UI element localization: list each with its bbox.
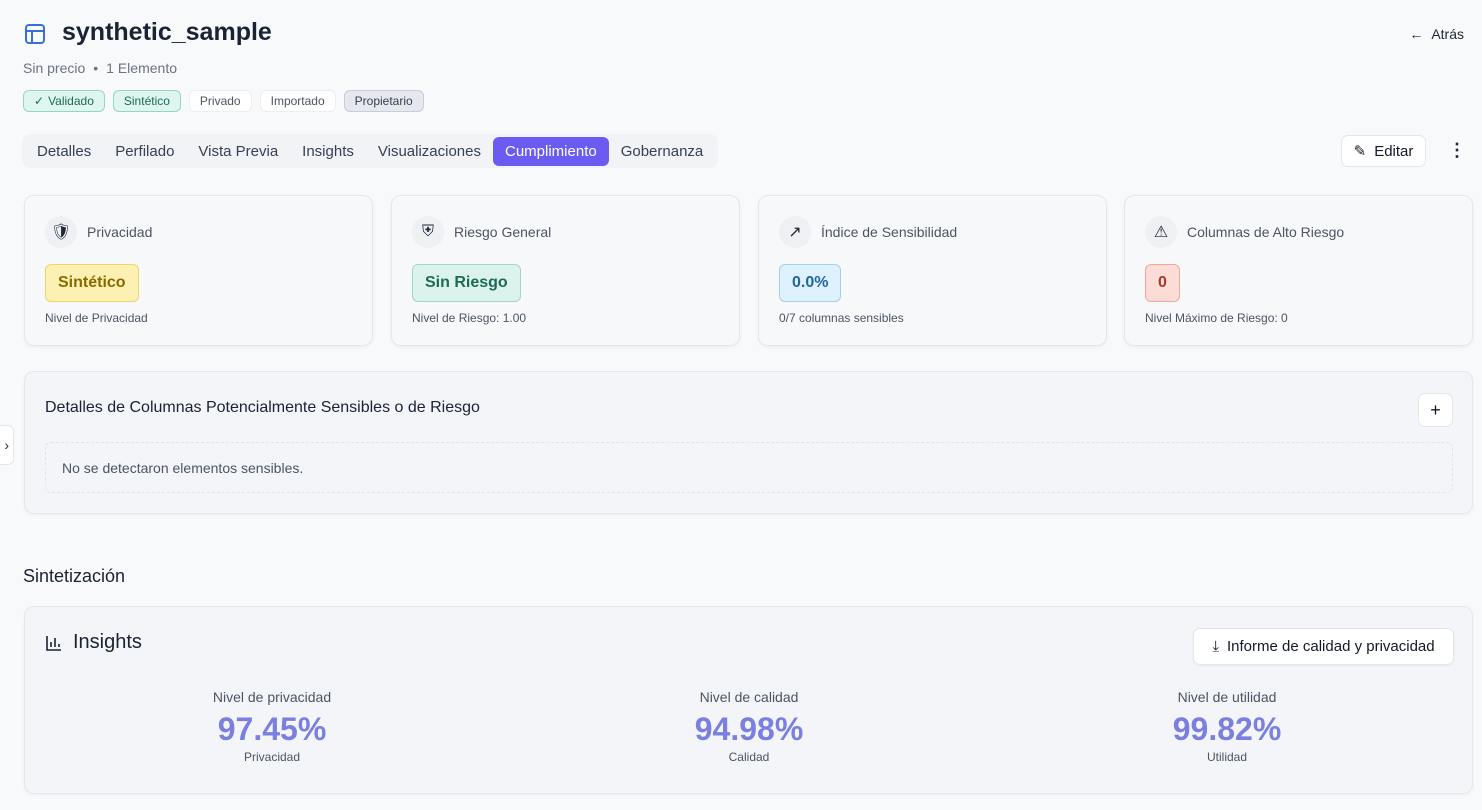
card-note: Nivel de Riesgo: 1.00: [412, 311, 527, 325]
more-menu[interactable]: ⋮: [1448, 140, 1466, 160]
insights-title: Insights: [73, 631, 142, 653]
warning-icon: ⚠: [1145, 216, 1177, 248]
tag-label: Validado: [48, 94, 94, 108]
sidebar-toggle[interactable]: ›: [0, 425, 14, 465]
card-badge: Sin Riesgo: [412, 264, 521, 302]
trend-icon: ↗: [779, 216, 811, 248]
pencil-icon: ✎: [1353, 143, 1367, 160]
tab[interactable]: Detalles: [37, 142, 92, 160]
item-count: 1 Elemento: [106, 60, 177, 76]
insights-panel: Insights ⤓ Informe de calidad y privacida…: [24, 606, 1473, 794]
edit-button[interactable]: ✎ Editar: [1341, 135, 1426, 167]
tab[interactable]: Perfilado: [115, 142, 175, 160]
tag: Sintético: [112, 90, 181, 112]
tab[interactable]: Insights: [302, 142, 354, 160]
metric-caption: Privacidad: [243, 750, 301, 764]
card-note: Nivel Máximo de Riesgo: 0: [1145, 311, 1288, 325]
metric-value: 97.45%: [217, 711, 327, 747]
section-title: Sintetización: [23, 566, 126, 586]
card-title: Privacidad: [87, 224, 153, 240]
metric-label: Nivel de privacidad: [212, 689, 332, 705]
metric-value: 94.98%: [694, 711, 804, 747]
tag: ✓ Validado: [23, 90, 105, 112]
report-button[interactable]: ⤓ Informe de calidad y privacidad: [1193, 628, 1454, 665]
tag: Importado: [259, 90, 336, 112]
card-title: Índice de Sensibilidad: [821, 224, 958, 240]
back-button[interactable]: ← Atrás: [1409, 26, 1464, 42]
tag: Privado: [188, 90, 252, 112]
details-panel: Detalles de Columnas Potencialmente Sens…: [24, 371, 1473, 514]
tab[interactable]: Gobernanza: [620, 142, 704, 160]
dot: •: [93, 60, 99, 76]
edit-label[interactable]: Editar: [1374, 142, 1414, 160]
dataset-title: synthetic_sample: [62, 18, 272, 46]
metric-caption: Utilidad: [1206, 750, 1248, 764]
metric-label: Nivel de utilidad: [1177, 689, 1277, 705]
details-title: Detalles de Columnas Potencialmente Sens…: [45, 399, 480, 416]
shield-icon: 🛡: [45, 216, 77, 248]
card-title: Columnas de Alto Riesgo: [1187, 224, 1345, 240]
download-icon: ⤓: [1212, 638, 1219, 655]
metric-label: Nivel de calidad: [699, 689, 799, 705]
expand-button[interactable]: +: [1418, 393, 1453, 427]
metric-value: 99.82%: [1172, 711, 1282, 747]
shield-icon: ⛨: [412, 216, 444, 248]
privacy-card: 🛡 Privacidad Sintético Nivel de Privacid…: [24, 195, 373, 346]
risk-card: ⛨ Riesgo General Sin Riesgo Nivel de Rie…: [391, 195, 740, 346]
report-label[interactable]: Informe de calidad y privacidad: [1227, 638, 1435, 655]
tab[interactable]: Cumplimiento: [493, 136, 609, 166]
price: Sin precio: [23, 60, 86, 76]
card-title: Riesgo General: [454, 224, 552, 240]
metric: Nivel de calidad 94.98% Calidad: [599, 689, 899, 764]
empty-state: No se detectaron elementos sensibles.: [45, 442, 1453, 493]
card-note: Nivel de Privacidad: [45, 311, 148, 325]
card-badge: Sintético: [45, 264, 139, 302]
tab-bar: Detalles Perfilado Vista Previa Insights…: [22, 134, 718, 168]
high-risk-card: ⚠ Columnas de Alto Riesgo 0 Nivel Máximo…: [1124, 195, 1473, 346]
tag: Propietario: [343, 90, 424, 112]
card-note: 0/7 columnas sensibles: [779, 311, 904, 325]
back-label[interactable]: Atrás: [1431, 26, 1464, 42]
dataset-icon: [25, 24, 45, 44]
metric-caption: Calidad: [728, 750, 770, 764]
tab[interactable]: Vista Previa: [198, 142, 279, 160]
sensitivity-card: ↗ Índice de Sensibilidad 0.0% 0/7 column…: [758, 195, 1107, 346]
metric: Nivel de privacidad 97.45% Privacidad: [122, 689, 422, 764]
tab[interactable]: Visualizaciones: [377, 142, 481, 160]
subtitle: Sin precio • 1 Elemento: [23, 60, 177, 76]
chart-icon: [46, 636, 61, 651]
card-badge: 0: [1145, 264, 1180, 302]
metric: Nivel de utilidad 99.82% Utilidad: [1077, 689, 1377, 764]
arrow-icon: ←: [1409, 26, 1424, 42]
check-icon: ✓: [34, 94, 45, 108]
tag-list: ✓ Validado Sintético Privado Importado Pr…: [23, 90, 424, 112]
card-badge: 0.0%: [779, 264, 842, 302]
